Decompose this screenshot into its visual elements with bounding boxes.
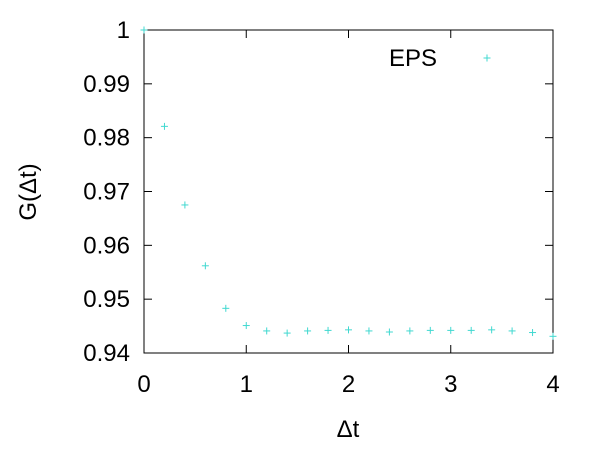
y-tick-label: 0.99 bbox=[83, 71, 130, 98]
data-point bbox=[242, 322, 250, 330]
data-point bbox=[140, 26, 148, 34]
data-point bbox=[467, 326, 475, 334]
data-point bbox=[447, 326, 455, 334]
data-point bbox=[324, 326, 332, 334]
data-point bbox=[201, 262, 209, 270]
data-point bbox=[406, 327, 414, 335]
data-points bbox=[140, 26, 557, 340]
y-axis-label: G(Δt) bbox=[15, 163, 42, 220]
data-point bbox=[488, 326, 496, 334]
data-point bbox=[181, 201, 189, 209]
data-point bbox=[160, 122, 168, 130]
legend: EPS bbox=[389, 45, 491, 72]
y-tick-label: 0.97 bbox=[83, 179, 130, 206]
data-point bbox=[549, 332, 557, 340]
y-tick-label: 1 bbox=[117, 17, 130, 44]
data-point bbox=[283, 329, 291, 337]
x-tick-label: 2 bbox=[342, 371, 355, 398]
x-tick-label: 1 bbox=[240, 371, 253, 398]
legend-marker-eps bbox=[483, 54, 491, 62]
data-point bbox=[365, 327, 373, 335]
plot-frame bbox=[143, 29, 554, 354]
x-tick-label: 0 bbox=[137, 371, 150, 398]
x-tick-label: 4 bbox=[546, 371, 559, 398]
legend-marker-plus bbox=[483, 54, 491, 62]
data-point bbox=[345, 326, 352, 334]
y-tick-label: 0.94 bbox=[83, 340, 130, 367]
y-ticks: 0.94 0.95 0.96 0.97 0.98 0.99 1 bbox=[83, 17, 553, 367]
y-tick-label: 0.98 bbox=[83, 125, 130, 152]
y-tick-label: 0.95 bbox=[83, 286, 130, 313]
x-tick-label: 3 bbox=[444, 371, 457, 398]
x-axis-label: Δt bbox=[337, 416, 360, 443]
data-point bbox=[304, 327, 312, 335]
legend-label-eps: EPS bbox=[389, 45, 437, 72]
data-point bbox=[508, 327, 516, 335]
data-point bbox=[426, 326, 434, 334]
data-point bbox=[529, 329, 537, 337]
y-tick-label: 0.96 bbox=[83, 232, 130, 259]
data-point bbox=[385, 328, 393, 336]
x-ticks: 0 1 2 3 4 bbox=[137, 30, 560, 398]
data-point bbox=[222, 304, 230, 312]
data-point bbox=[263, 327, 271, 335]
